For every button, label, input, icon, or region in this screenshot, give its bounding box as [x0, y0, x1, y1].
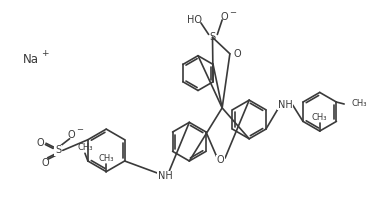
Text: O: O [217, 155, 224, 165]
Text: HO: HO [187, 15, 201, 25]
Text: CH₃: CH₃ [312, 113, 327, 122]
Text: CH₃: CH₃ [352, 99, 367, 109]
Text: S: S [210, 32, 215, 42]
Text: Na: Na [23, 53, 39, 66]
Text: CH₃: CH₃ [77, 143, 93, 152]
Text: −: − [229, 8, 236, 17]
Text: +: + [41, 49, 49, 58]
Text: O: O [41, 158, 49, 168]
Text: O: O [234, 49, 241, 59]
Text: −: − [76, 126, 83, 135]
Text: S: S [55, 145, 61, 155]
Text: NH: NH [158, 171, 172, 181]
Text: O: O [220, 12, 228, 22]
Text: CH₃: CH₃ [98, 154, 114, 163]
Text: O: O [68, 130, 75, 140]
Text: NH: NH [277, 100, 292, 110]
Text: O: O [37, 138, 44, 148]
